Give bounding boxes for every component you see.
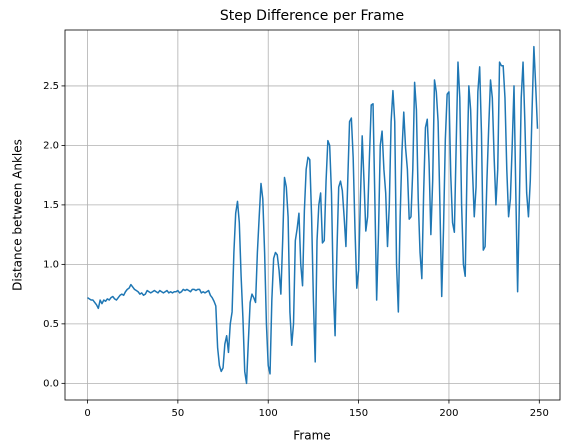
y-tick-label: 2.0 <box>43 140 59 151</box>
y-tick-label: 0.5 <box>43 319 59 330</box>
x-axis-label: Frame <box>293 429 330 443</box>
x-tick-label: 250 <box>530 408 549 419</box>
y-tick-label: 0.0 <box>43 378 59 389</box>
x-tick-label: 200 <box>439 408 458 419</box>
y-tick-label: 2.5 <box>43 81 59 92</box>
x-tick-label: 50 <box>171 408 184 419</box>
axes-frame <box>64 29 561 401</box>
x-tick-label: 100 <box>259 408 278 419</box>
chart-title: Step Difference per Frame <box>220 8 404 24</box>
y-tick-label: 1.0 <box>43 259 59 270</box>
x-tick-label: 0 <box>84 408 90 419</box>
x-tick-label: 150 <box>349 408 368 419</box>
line-series <box>87 45 539 385</box>
y-axis-label: Distance between Ankles <box>11 139 25 291</box>
y-tick-label: 1.5 <box>43 200 59 211</box>
